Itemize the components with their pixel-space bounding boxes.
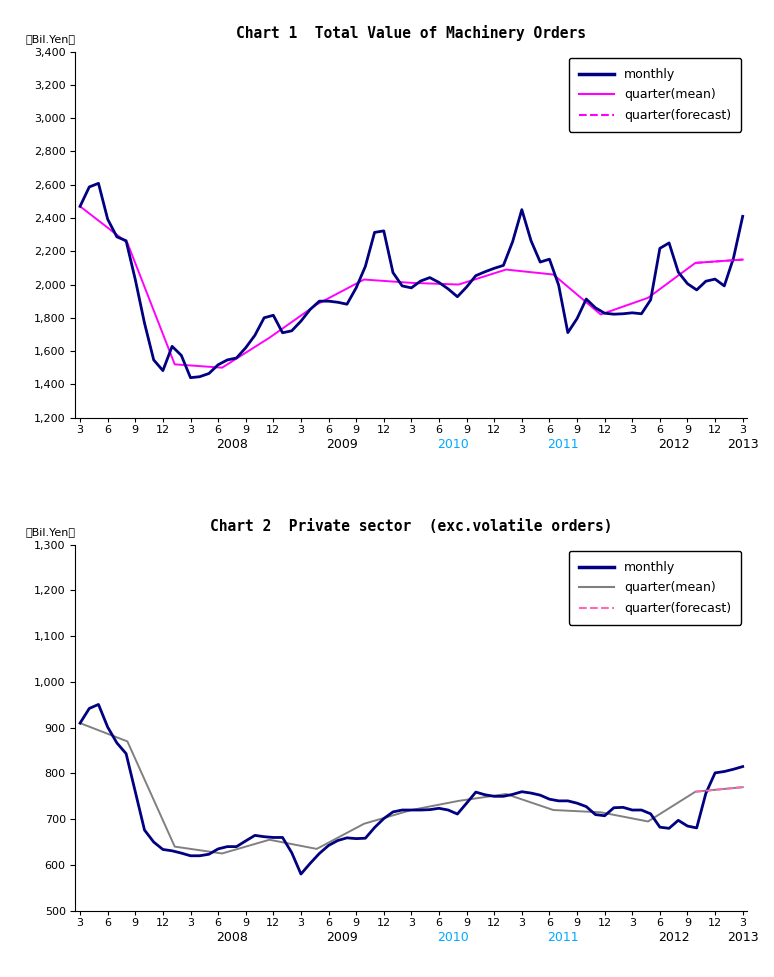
Text: 2008: 2008 bbox=[216, 931, 248, 944]
Title: Chart 2  Private sector  (exc.volatile orders): Chart 2 Private sector (exc.volatile ord… bbox=[210, 519, 613, 533]
Text: 2011: 2011 bbox=[547, 931, 579, 944]
Legend: monthly, quarter(mean), quarter(forecast): monthly, quarter(mean), quarter(forecast… bbox=[569, 551, 741, 625]
Text: （Bil.Yen）: （Bil.Yen） bbox=[25, 528, 75, 537]
Text: 2011: 2011 bbox=[547, 438, 579, 450]
Text: （Bil.Yen）: （Bil.Yen） bbox=[25, 34, 75, 44]
Text: 2010: 2010 bbox=[437, 438, 469, 450]
Legend: monthly, quarter(mean), quarter(forecast): monthly, quarter(mean), quarter(forecast… bbox=[569, 58, 741, 132]
Text: 2012: 2012 bbox=[658, 438, 690, 450]
Text: 2012: 2012 bbox=[658, 931, 690, 944]
Text: 2010: 2010 bbox=[437, 931, 469, 944]
Text: 2008: 2008 bbox=[216, 438, 248, 450]
Text: 2013: 2013 bbox=[727, 931, 759, 944]
Text: 2013: 2013 bbox=[727, 438, 759, 450]
Text: 2009: 2009 bbox=[327, 438, 358, 450]
Text: 2009: 2009 bbox=[327, 931, 358, 944]
Title: Chart 1  Total Value of Machinery Orders: Chart 1 Total Value of Machinery Orders bbox=[236, 24, 587, 41]
